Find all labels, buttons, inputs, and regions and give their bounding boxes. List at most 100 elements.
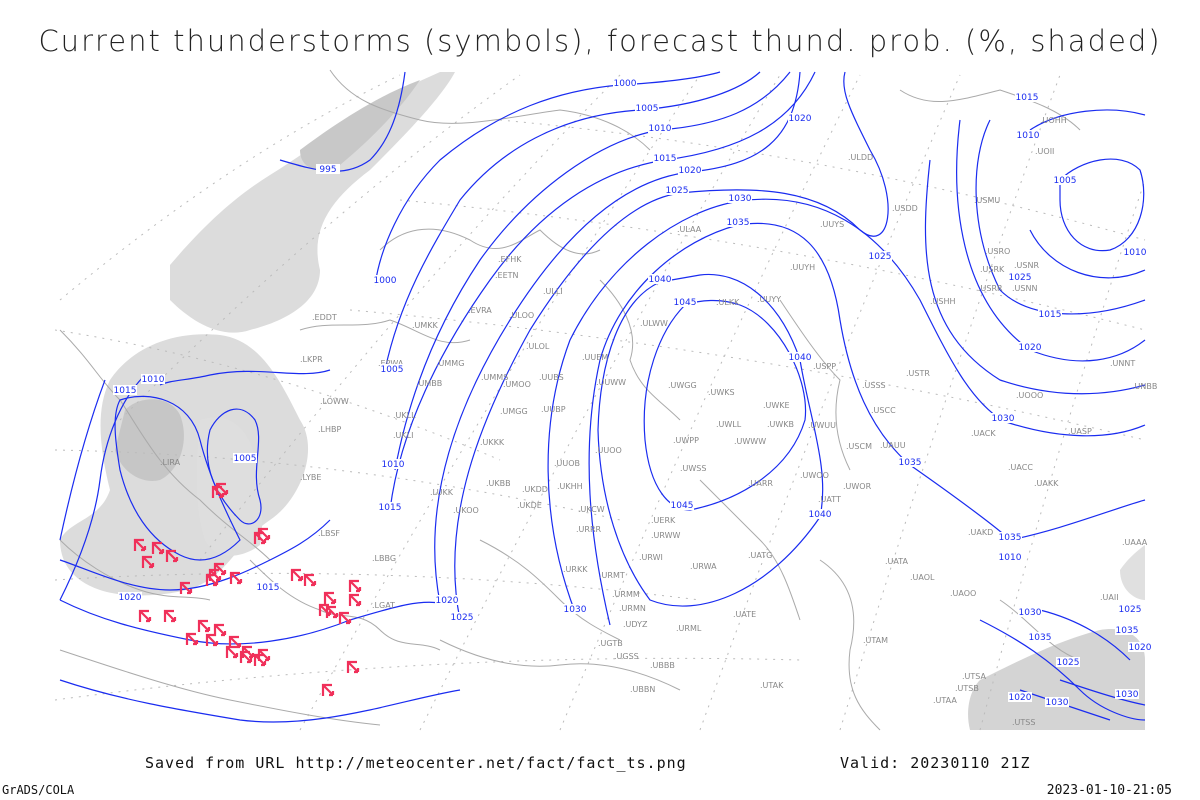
station-label: .UUWW xyxy=(596,378,626,387)
shaded-area-caspian xyxy=(968,629,1145,730)
thunderstorm-symbol-icon xyxy=(165,549,179,563)
thunderstorm-symbols xyxy=(133,482,362,697)
station-label: .UWOR xyxy=(843,482,872,491)
station-label: .UWOO xyxy=(800,471,829,480)
isobar-label-bg xyxy=(113,385,137,395)
station-label: .UACK xyxy=(971,429,996,438)
isobar-label: 1035 xyxy=(1029,633,1052,643)
station-label: .UUYY xyxy=(757,295,781,304)
isobar-label: 1010 xyxy=(142,375,165,385)
thunderstorm-symbol-icon xyxy=(229,571,243,585)
isobar-label-bg xyxy=(1045,697,1069,707)
station-label: .UTSA xyxy=(962,672,987,681)
station-label: .UMMG xyxy=(436,359,464,368)
isobar-label-bg xyxy=(1016,130,1040,140)
isobar-line xyxy=(59,599,441,645)
isobar-label: 1015 xyxy=(654,154,677,164)
isobar-label: 995 xyxy=(319,165,336,175)
isobar-label-bg xyxy=(1115,625,1139,635)
software-credit: GrADS/COLA xyxy=(2,783,75,797)
thunderstorm-symbol-icon xyxy=(197,619,211,633)
station-label: .UWPP xyxy=(673,436,699,445)
station-label: .UGSS xyxy=(614,652,639,661)
isobar-label: 1015 xyxy=(379,503,402,513)
station-label: .UAOO xyxy=(950,589,976,598)
station-label: .UUBP xyxy=(541,405,566,414)
isobar-label-bg xyxy=(898,457,922,467)
station-label: .UWGG xyxy=(668,381,697,390)
station-label: .UATT xyxy=(818,495,841,504)
station-label: .UERK xyxy=(651,516,676,525)
station-label: .URWI xyxy=(639,553,663,562)
thunderstorm-symbol-icon xyxy=(253,653,267,667)
isobar-label-bg xyxy=(678,165,702,175)
isobar-line xyxy=(643,299,807,511)
isobar-label-bg xyxy=(1028,632,1052,642)
station-label: .UDYZ xyxy=(623,620,648,629)
station-label: .UAOL xyxy=(910,573,935,582)
station-labels: .LKPR .EPWA .LOWW .LHBP .LIRA .LYBE .LBSF .LBBG… xyxy=(160,116,1157,727)
station-label: .UKOO xyxy=(453,506,479,515)
coastline xyxy=(439,639,681,691)
station-label: .UUYS xyxy=(820,220,844,229)
isobar-label-bg xyxy=(373,275,397,285)
isobar-label-bg xyxy=(1018,607,1042,617)
station-label: .USHH xyxy=(930,297,956,306)
isobar-label-bg xyxy=(635,103,659,113)
isobar-label: 1005 xyxy=(1054,176,1077,186)
isobar-label-bg xyxy=(316,164,340,174)
coastline xyxy=(779,299,851,471)
isobar-label: 1020 xyxy=(119,593,142,603)
station-label: .UOHH xyxy=(1040,116,1067,125)
map-title: Current thunderstorms (symbols), forecas… xyxy=(38,24,1162,58)
thunderstorm-symbol-icon xyxy=(318,603,332,617)
station-label: .UKCW xyxy=(578,505,605,514)
isobar-label: 1020 xyxy=(679,166,702,176)
station-label: .LBSF xyxy=(318,529,340,538)
station-label: .ULAA xyxy=(677,225,702,234)
thunderstorm-symbol-icon xyxy=(346,660,360,674)
thunderstorm-symbol-icon xyxy=(348,579,362,593)
station-label: .LHBP xyxy=(318,425,342,434)
station-label: .UMGG xyxy=(500,407,528,416)
thunderstorm-symbol-icon xyxy=(239,650,253,664)
isobar-label: 1035 xyxy=(899,458,922,468)
isobar-label: 1045 xyxy=(671,501,694,511)
isobar-label: 1010 xyxy=(999,553,1022,563)
grid-line xyxy=(299,74,701,731)
station-label: .LYBE xyxy=(300,473,321,482)
station-label: .USRO xyxy=(985,247,1010,256)
isobar-label: 1030 xyxy=(729,194,752,204)
station-label: .UMBB xyxy=(416,379,442,388)
isobar-label-bg xyxy=(1056,657,1080,667)
isobar-label-bg xyxy=(1018,342,1042,352)
isobar-label: 1035 xyxy=(1116,626,1139,636)
isobar-label: 1035 xyxy=(727,218,750,228)
isobar-label-bg xyxy=(991,413,1015,423)
thunderstorm-symbol-icon xyxy=(253,531,267,545)
isobar-label: 1005 xyxy=(234,454,257,464)
isobar-line xyxy=(394,71,791,471)
station-label: .URMN xyxy=(619,604,646,613)
isobar-labels: 9951000100010051005101010101015101510201… xyxy=(113,78,1152,708)
station-label: .URMT xyxy=(599,571,625,580)
station-label: .LBBG xyxy=(372,554,396,563)
coastline xyxy=(329,69,651,151)
isobar-label: 1020 xyxy=(1009,693,1032,703)
station-label: .UKLL xyxy=(393,411,416,420)
isobar-label-bg xyxy=(653,153,677,163)
thunderstorm-symbol-icon xyxy=(325,605,339,619)
station-label: .UAKD xyxy=(968,528,993,537)
station-label: .UMOO xyxy=(503,380,531,389)
station-label: .UACC xyxy=(1008,463,1033,472)
coastline xyxy=(379,228,601,255)
thunderstorm-symbol-icon xyxy=(228,635,242,649)
isobar-label: 1030 xyxy=(1116,690,1139,700)
thunderstorm-symbol-icon xyxy=(141,555,155,569)
station-label: .UWUU xyxy=(808,421,836,430)
isobar-label: 1040 xyxy=(789,353,812,363)
isobar-label: 1030 xyxy=(1046,698,1069,708)
station-label: .UAUU xyxy=(880,441,906,450)
isobar-label: 1030 xyxy=(564,605,587,615)
thunderstorm-symbol-icon xyxy=(185,632,199,646)
